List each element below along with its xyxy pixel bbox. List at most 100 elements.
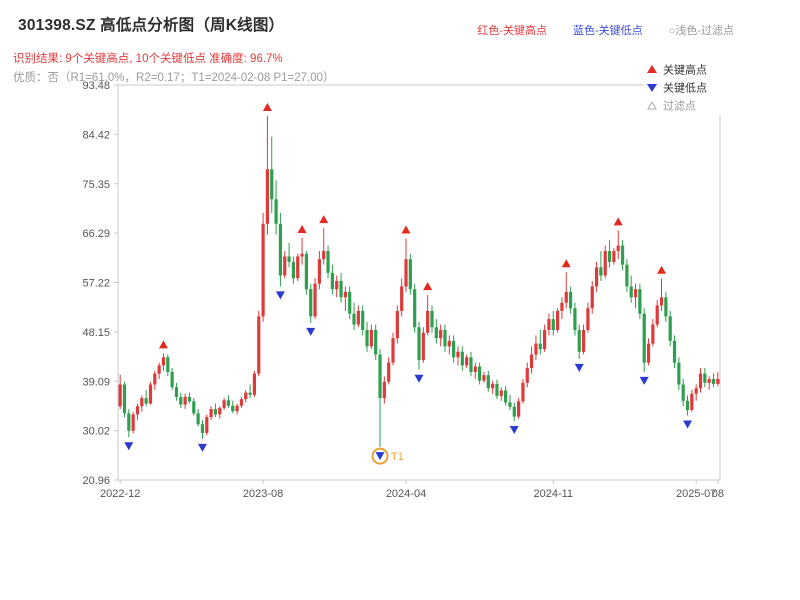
candle-body	[659, 297, 664, 306]
candle-body	[690, 393, 694, 411]
candle-body	[287, 256, 291, 262]
candle-body	[170, 371, 174, 388]
candle-body	[612, 251, 616, 262]
candle-body	[651, 324, 655, 344]
candle-body	[482, 375, 486, 381]
candle-body	[586, 308, 590, 330]
candle-body	[252, 373, 257, 395]
candle-body	[239, 399, 244, 406]
candle-body	[646, 343, 651, 363]
key-high-marker	[561, 259, 571, 268]
candle-body	[248, 392, 252, 395]
y-tick-label: 84.42	[82, 129, 110, 141]
key-low-marker	[683, 420, 693, 429]
key-low-marker	[275, 291, 285, 300]
legend-key-high-label: 红色-关键高点	[477, 25, 548, 37]
key-high-marker	[401, 225, 411, 234]
key-high-marker	[158, 340, 168, 349]
chart-legend-bg	[644, 60, 726, 115]
x-tick-label: 2025-07	[676, 488, 716, 500]
candle-body	[148, 384, 153, 404]
candle-body	[291, 261, 296, 279]
candle-body	[118, 384, 122, 407]
candle-body	[707, 379, 711, 383]
x-tick-label: 2024-04	[386, 488, 426, 500]
candle-body	[365, 329, 369, 347]
candle-body	[625, 264, 629, 287]
candle-body	[542, 329, 547, 350]
candle-body	[304, 253, 308, 290]
candle-body	[486, 375, 490, 389]
key-low-marker	[306, 327, 316, 336]
candle-body	[192, 401, 196, 414]
candle-body	[551, 319, 555, 330]
candle-body	[300, 253, 304, 257]
candle-body	[495, 383, 499, 396]
candle-body	[157, 365, 161, 374]
candle-body	[235, 405, 239, 412]
candle-body	[257, 316, 261, 374]
candle-body	[642, 313, 646, 363]
candle-body	[555, 310, 560, 330]
candle-body	[348, 291, 352, 314]
candle-body	[672, 340, 677, 363]
key-high-marker	[613, 217, 623, 226]
legend-up-triangle-icon	[647, 65, 657, 73]
candle-body	[512, 406, 516, 417]
candle-body	[322, 251, 326, 260]
legend-key-low-label: 蓝色-关键低点	[573, 25, 643, 37]
key-high-marker	[262, 102, 272, 111]
candle-body	[296, 256, 300, 279]
candle-body	[335, 280, 339, 290]
x-tick-label: 2022-12	[100, 488, 140, 500]
y-tick-label: 93.48	[82, 80, 110, 92]
candle-body	[361, 310, 365, 330]
legend-hollow-triangle-icon	[647, 100, 657, 110]
key-low-marker	[375, 452, 385, 461]
candle-body	[140, 398, 144, 407]
candle-body	[534, 343, 538, 355]
candle-body	[508, 402, 512, 407]
candle-body	[711, 379, 716, 384]
candle-body	[265, 169, 270, 224]
y-tick-label: 66.29	[82, 228, 110, 240]
recognition-result-text: 识别结果: 9个关键高点, 10个关键低点 准确度: 96.7%	[13, 53, 283, 65]
y-tick-label: 57.22	[82, 278, 110, 290]
candle-body	[131, 414, 135, 431]
legend-item-label: 过滤点	[663, 100, 696, 113]
candle-body	[179, 396, 183, 405]
candle-body	[633, 289, 638, 298]
candle-body	[213, 408, 218, 415]
candle-body	[153, 373, 157, 385]
candle-body	[603, 251, 607, 276]
candle-body	[685, 400, 690, 411]
candle-body	[174, 387, 179, 397]
candle-body	[694, 388, 698, 394]
candle-body	[369, 329, 373, 347]
candle-body	[187, 396, 192, 402]
key-low-marker	[414, 374, 424, 383]
page-title: 301398.SZ 高低点分析图（周K线图）	[18, 17, 285, 34]
candle-body	[491, 383, 495, 389]
candle-body	[447, 340, 451, 347]
t1-label: T1	[391, 451, 404, 463]
candle-body	[231, 405, 235, 412]
candle-body	[469, 357, 473, 372]
candle-body	[404, 259, 408, 287]
candle-body	[413, 289, 417, 328]
quality-summary-text: 优质：否（R1=61.0%，R2=0.17；T1=2024-02-08 P1=2…	[13, 72, 335, 84]
legend-down-triangle-icon	[647, 84, 657, 92]
x-tick-label: 2023-08	[243, 488, 283, 500]
candle-body	[664, 297, 668, 317]
top-color-legend: 红色-关键高点 蓝色-关键低点 ○浅色-过滤点	[477, 22, 734, 38]
key-high-marker	[297, 224, 307, 233]
candle-body	[196, 413, 200, 425]
candle-body	[205, 417, 209, 433]
candle-body	[144, 398, 148, 404]
candle-body	[378, 354, 382, 399]
candle-body	[499, 390, 503, 396]
candle-body	[261, 223, 265, 317]
key-high-marker	[657, 265, 667, 274]
candle-body	[573, 308, 577, 330]
